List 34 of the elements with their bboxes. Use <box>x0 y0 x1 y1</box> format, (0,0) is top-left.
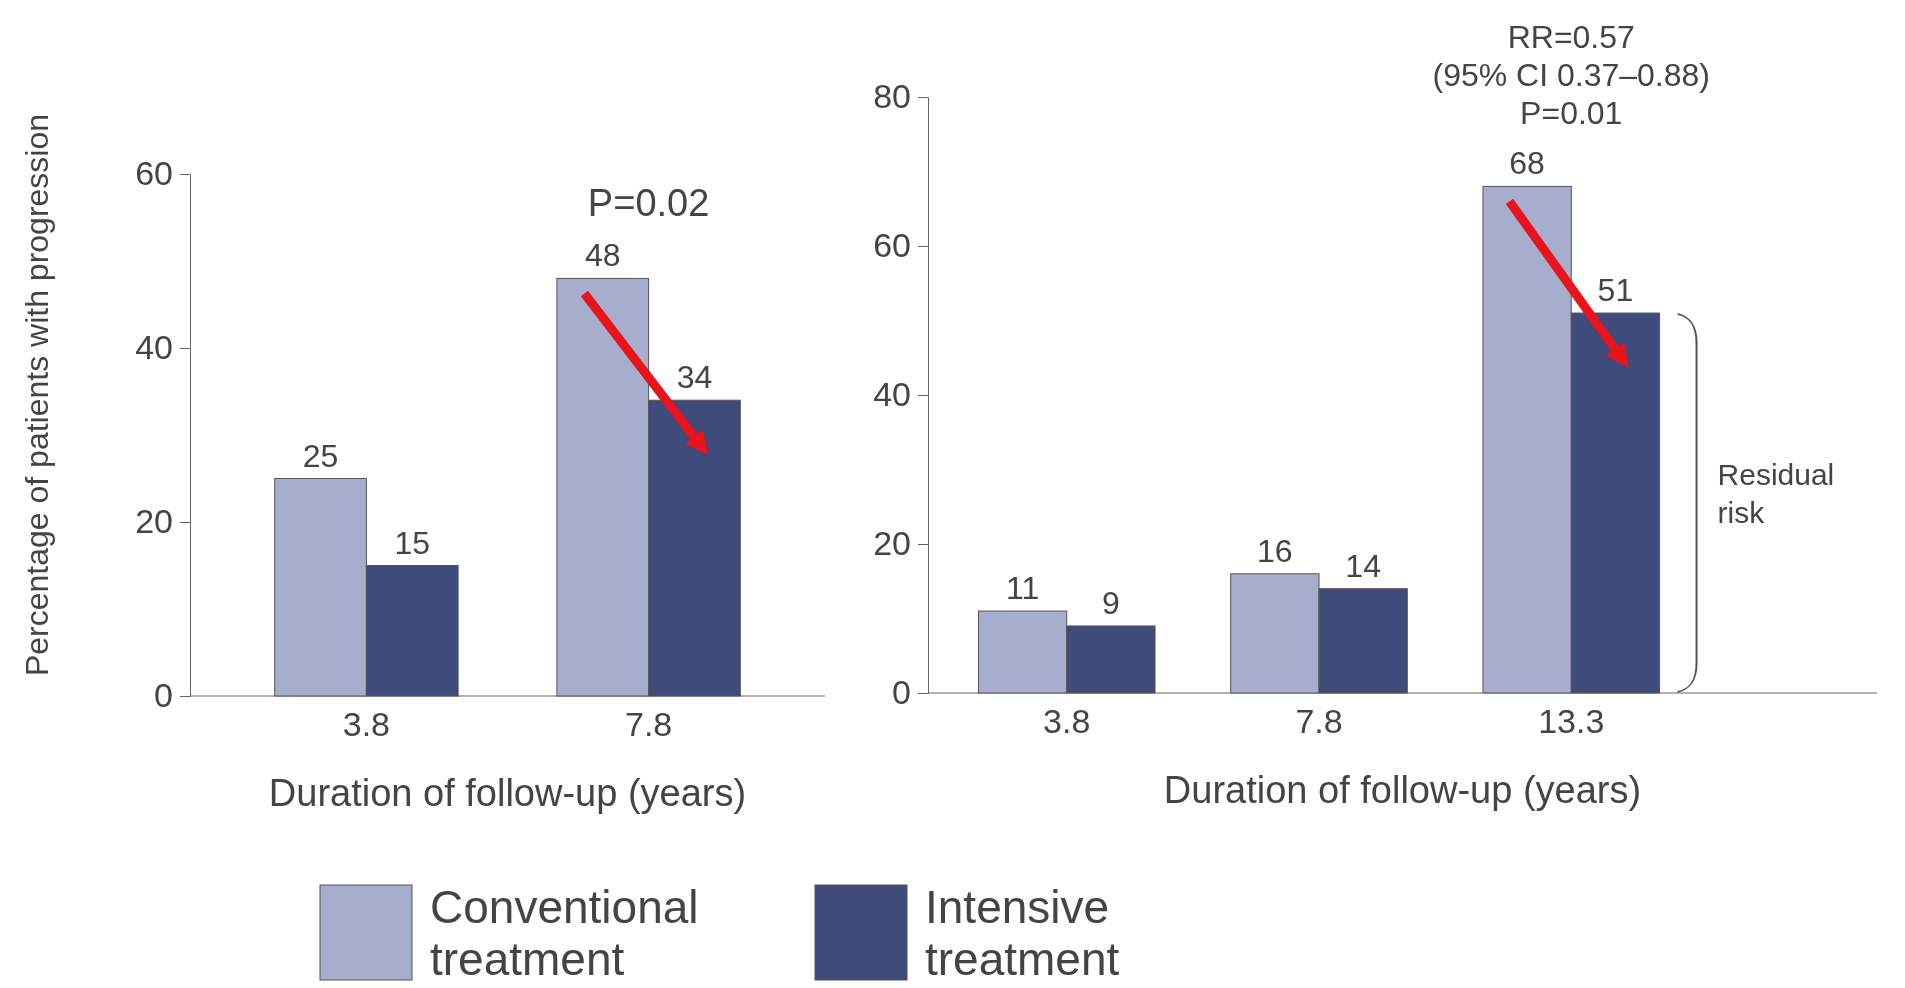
data-label: 51 <box>1597 272 1634 309</box>
annotation: P=0.01 <box>1520 95 1623 132</box>
x-tick-label: 3.8 <box>1043 702 1091 741</box>
x-axis-title: Duration of follow-up (years) <box>1163 769 1642 811</box>
legend-label: Intensive treatment <box>925 881 1120 985</box>
y-tick-label: 40 <box>135 328 173 367</box>
data-label: 34 <box>676 359 713 396</box>
x-tick-label: 7.8 <box>624 705 673 744</box>
data-label: 15 <box>394 524 431 561</box>
data-label: 48 <box>584 237 621 274</box>
data-label: 9 <box>1101 584 1120 621</box>
annotation: Residual risk <box>1717 458 1835 530</box>
y-axis-title: Percentage of patients with progression <box>19 113 55 677</box>
x-tick-label: 3.8 <box>342 705 391 744</box>
y-tick-label: 40 <box>873 375 911 414</box>
text: RR=0.57 <box>1507 19 1635 56</box>
data-label: 11 <box>1005 570 1040 607</box>
y-tick-label: 0 <box>892 673 911 712</box>
annotation: P=0.02 <box>587 182 710 225</box>
legend-label: Conventional treatment <box>430 881 699 985</box>
y-tick-label: 60 <box>873 226 911 265</box>
y-tick-label: 20 <box>135 502 173 541</box>
y-tick-label: 0 <box>154 676 173 715</box>
x-tick-label: 7.8 <box>1295 702 1343 741</box>
data-label: 14 <box>1345 547 1381 584</box>
y-tick-label: 60 <box>135 154 173 193</box>
data-label: 68 <box>1509 145 1545 182</box>
y-tick-label: 80 <box>873 77 911 116</box>
data-label: 16 <box>1257 532 1293 569</box>
data-label: 25 <box>302 437 339 474</box>
x-tick-label: 13.3 <box>1538 702 1605 741</box>
y-tick-label: 20 <box>873 524 911 563</box>
x-axis-title: Duration of follow-up (years) <box>268 772 747 814</box>
text: (95% CI 0.37–0.88) <box>1432 57 1711 94</box>
